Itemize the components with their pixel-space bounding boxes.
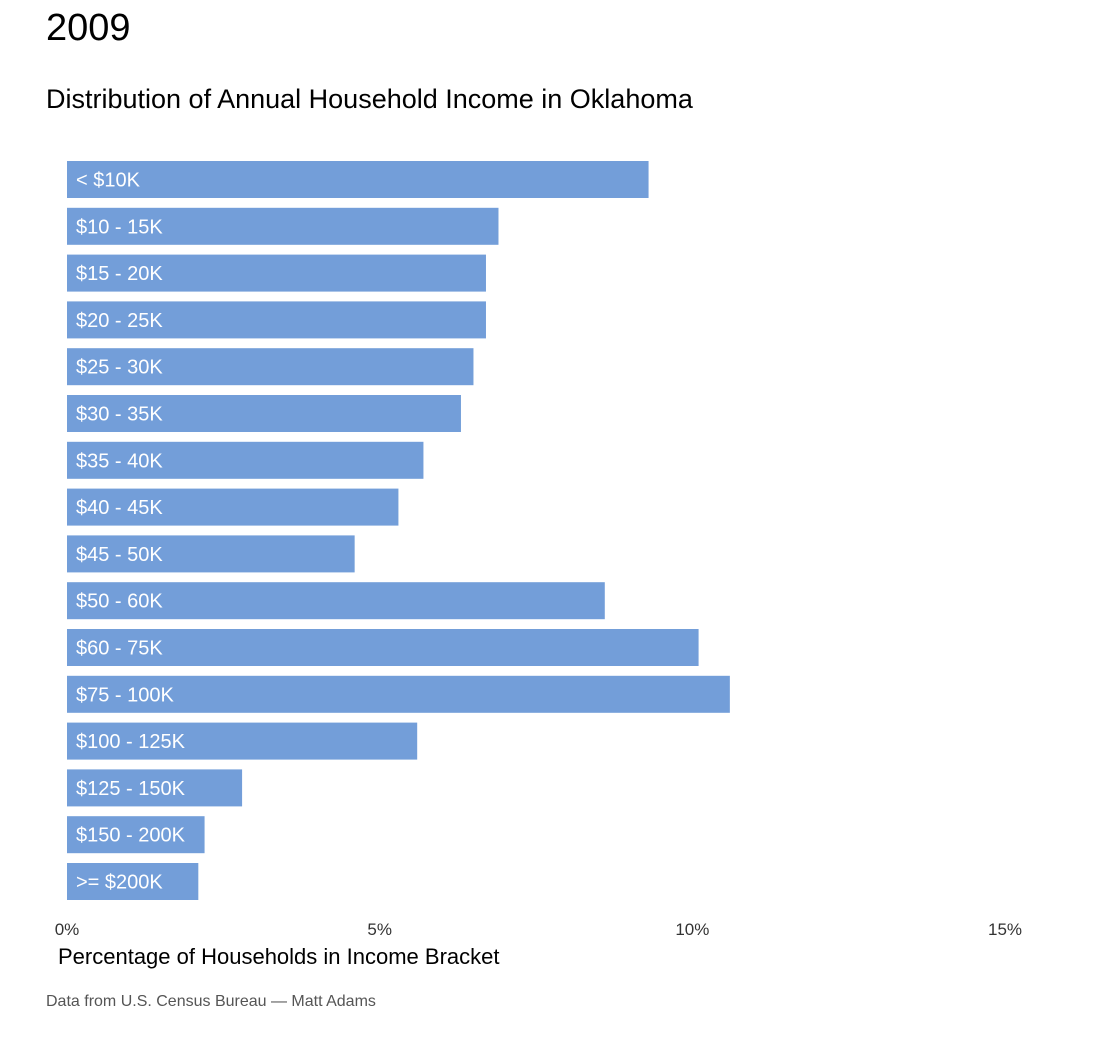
bar-label: $60 - 75K xyxy=(76,638,163,660)
bar-label: $40 - 45K xyxy=(76,497,163,519)
bar-label: $10 - 15K xyxy=(76,216,163,238)
source-caption: Data from U.S. Census Bureau — Matt Adam… xyxy=(46,993,376,1010)
bar xyxy=(67,629,699,666)
bar-label: $150 - 200K xyxy=(76,825,186,847)
bar-label: < $10K xyxy=(76,170,141,192)
bar xyxy=(67,254,486,292)
bar-label: $30 - 35K xyxy=(76,404,163,426)
bar-label: $75 - 100K xyxy=(76,684,175,706)
x-tick-label: 15% xyxy=(988,920,1022,939)
bar xyxy=(67,675,730,713)
x-tick-label: 0% xyxy=(55,920,80,939)
bar xyxy=(67,348,474,386)
bar-label: $100 - 125K xyxy=(76,731,186,753)
bar xyxy=(67,301,486,339)
chart-year: 2009 xyxy=(46,7,131,49)
bar xyxy=(67,535,355,573)
bar xyxy=(67,582,605,620)
x-tick-label: 10% xyxy=(675,920,709,939)
bar xyxy=(67,769,243,807)
bar-label: $125 - 150K xyxy=(76,778,186,800)
x-tick-label: 5% xyxy=(367,920,392,939)
bar-label: $50 - 60K xyxy=(76,591,163,613)
bar xyxy=(67,395,461,432)
bar xyxy=(67,488,399,526)
bar xyxy=(67,863,199,900)
x-axis-label: Percentage of Households in Income Brack… xyxy=(58,944,500,969)
bar-label: >= $200K xyxy=(76,872,163,894)
bar-label: $35 - 40K xyxy=(76,450,163,472)
bar xyxy=(67,816,205,854)
bar-label: $25 - 30K xyxy=(76,357,163,379)
bar-label: $15 - 20K xyxy=(76,263,163,285)
bar-label: $20 - 25K xyxy=(76,310,163,332)
bar xyxy=(67,207,499,245)
bar xyxy=(67,441,424,479)
bar-label: $45 - 50K xyxy=(76,544,163,566)
bar xyxy=(67,722,418,760)
bar xyxy=(67,161,649,198)
chart-title: Distribution of Annual Household Income … xyxy=(46,84,693,114)
